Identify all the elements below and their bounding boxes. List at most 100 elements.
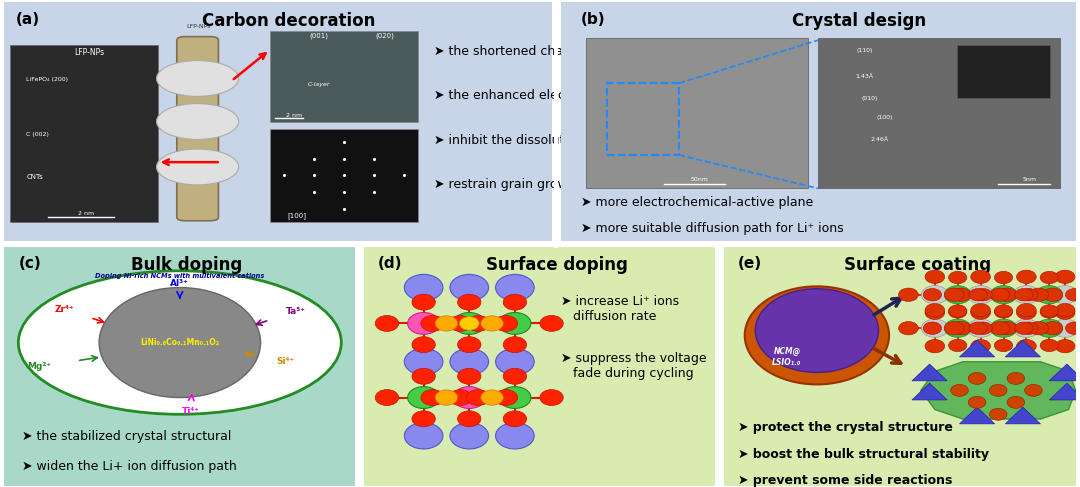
Circle shape [495, 316, 517, 331]
FancyBboxPatch shape [270, 31, 418, 121]
Circle shape [995, 339, 1013, 352]
Circle shape [411, 294, 435, 310]
Text: ➤ suppress the voltage
   fade during cycling: ➤ suppress the voltage fade during cycli… [561, 352, 706, 380]
Polygon shape [921, 362, 1076, 419]
Circle shape [990, 319, 1017, 337]
FancyBboxPatch shape [270, 129, 418, 222]
Text: (a): (a) [15, 12, 39, 26]
Circle shape [1029, 288, 1049, 301]
Text: ➤ the enhanced electron conductive: ➤ the enhanced electron conductive [434, 89, 663, 102]
Circle shape [481, 390, 503, 405]
Circle shape [1013, 286, 1040, 304]
Polygon shape [1050, 364, 1080, 381]
Circle shape [990, 288, 1010, 301]
Circle shape [503, 337, 527, 353]
Text: ➤ the shortened charge transport path: ➤ the shortened charge transport path [434, 45, 678, 58]
Polygon shape [959, 407, 995, 424]
Text: NCM@
LSIO₁.₀: NCM@ LSIO₁.₀ [772, 347, 801, 367]
Text: (001): (001) [310, 33, 328, 39]
Text: ➤ boost the bulk structural stability: ➤ boost the bulk structural stability [738, 448, 988, 461]
Circle shape [990, 286, 1017, 304]
Circle shape [1040, 271, 1058, 284]
Circle shape [948, 306, 967, 318]
Circle shape [448, 390, 472, 406]
Circle shape [971, 270, 990, 283]
Circle shape [157, 149, 239, 185]
Circle shape [454, 313, 485, 335]
Circle shape [450, 423, 488, 449]
Circle shape [1007, 373, 1025, 384]
Circle shape [1055, 270, 1075, 283]
Text: Surface doping: Surface doping [486, 257, 627, 275]
Circle shape [924, 339, 945, 353]
Circle shape [1052, 319, 1079, 337]
Circle shape [899, 321, 918, 335]
Polygon shape [1005, 407, 1040, 424]
Circle shape [944, 288, 964, 301]
Circle shape [1016, 303, 1036, 317]
Text: Crystal design: Crystal design [793, 12, 927, 30]
Circle shape [1066, 322, 1080, 335]
Text: Si⁴⁺: Si⁴⁺ [276, 357, 294, 366]
Text: (020): (020) [376, 33, 394, 39]
Polygon shape [912, 383, 947, 400]
Text: ➤ increase Li⁺ ions
   diffusion rate: ➤ increase Li⁺ ions diffusion rate [561, 295, 678, 323]
Circle shape [997, 288, 1017, 301]
Text: LFP-NPs: LFP-NPs [187, 24, 211, 29]
FancyBboxPatch shape [586, 38, 808, 188]
Text: (100): (100) [877, 115, 893, 120]
Circle shape [404, 274, 443, 300]
Circle shape [923, 288, 942, 301]
Circle shape [495, 390, 517, 406]
Circle shape [995, 306, 1013, 318]
Circle shape [969, 322, 987, 335]
Circle shape [503, 368, 527, 384]
Circle shape [921, 286, 948, 304]
Text: Ti⁴⁺: Ti⁴⁺ [181, 408, 200, 416]
Circle shape [404, 349, 443, 375]
Circle shape [969, 373, 986, 384]
Circle shape [540, 316, 564, 331]
Circle shape [1013, 319, 1040, 337]
Polygon shape [1005, 340, 1040, 357]
Circle shape [411, 411, 435, 427]
Circle shape [421, 390, 444, 406]
Circle shape [99, 287, 260, 397]
Circle shape [1007, 396, 1025, 408]
Text: (110): (110) [856, 48, 873, 53]
Circle shape [499, 387, 531, 409]
Text: Mg²⁺: Mg²⁺ [27, 362, 52, 371]
Circle shape [1016, 306, 1036, 319]
Circle shape [157, 60, 239, 96]
Circle shape [745, 286, 889, 384]
Circle shape [1043, 288, 1063, 301]
Circle shape [540, 390, 564, 406]
Circle shape [948, 305, 967, 317]
Polygon shape [912, 364, 947, 381]
Circle shape [950, 384, 969, 396]
Circle shape [1016, 339, 1036, 353]
Circle shape [375, 390, 399, 406]
Text: ➤ the stabilized crystal structural: ➤ the stabilized crystal structural [22, 430, 231, 443]
Circle shape [944, 286, 971, 304]
Text: LiNi₀.₈Co₀.₁Mn₀.₁O₂: LiNi₀.₈Co₀.₁Mn₀.₁O₂ [140, 338, 219, 347]
Polygon shape [1050, 383, 1080, 400]
Circle shape [1025, 384, 1042, 396]
Text: ➤ more electrochemical-active plane: ➤ more electrochemical-active plane [581, 196, 813, 208]
Circle shape [1055, 339, 1075, 353]
Circle shape [1055, 303, 1075, 317]
Circle shape [951, 321, 971, 335]
Circle shape [990, 321, 1010, 335]
Text: 50nm: 50nm [691, 177, 708, 182]
Circle shape [496, 274, 535, 300]
Bar [607, 83, 679, 155]
Ellipse shape [18, 271, 341, 414]
Circle shape [969, 288, 987, 301]
Circle shape [1020, 322, 1038, 335]
Circle shape [496, 349, 535, 375]
Text: (b): (b) [581, 12, 606, 26]
Circle shape [1029, 321, 1049, 335]
Circle shape [989, 408, 1007, 420]
Circle shape [458, 411, 481, 427]
Text: Surface coating: Surface coating [843, 257, 990, 275]
